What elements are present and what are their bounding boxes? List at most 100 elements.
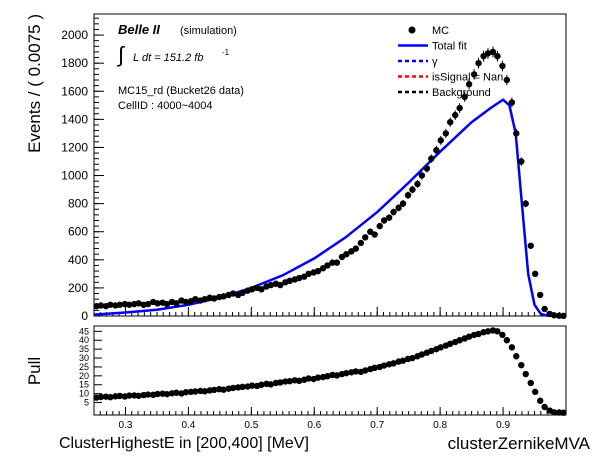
mc-point — [357, 239, 365, 247]
mc-point — [475, 59, 482, 67]
pull-point — [499, 331, 506, 339]
x-tick-label: 0.9 — [496, 420, 510, 431]
mc-point — [192, 295, 199, 303]
mc-point — [414, 180, 421, 188]
pull-point — [447, 340, 454, 347]
pull-axis-title: Pull — [25, 357, 44, 385]
pull-point — [201, 388, 208, 395]
pull-point — [494, 328, 501, 335]
mc-point — [513, 130, 520, 137]
y-tick-label: 600 — [68, 225, 88, 239]
pull-point — [503, 337, 511, 344]
y-tick-label: 2000 — [61, 28, 88, 42]
lumi-text: L dt = 151.2 fb — [133, 52, 203, 64]
pull-y-tick-label: 5 — [84, 398, 89, 408]
pull-point — [192, 388, 199, 395]
y-tick-label: 1000 — [61, 169, 88, 183]
mc-point — [258, 286, 265, 293]
total-fit-curve — [93, 98, 567, 318]
legend-label: MC — [432, 25, 449, 37]
x-axis-title: ClusterHighestE in [200,400] [MeV] — [59, 435, 309, 452]
mc-point — [267, 281, 275, 289]
mc-point — [423, 165, 431, 172]
simulation-tag: (simulation) — [180, 25, 237, 37]
mc-point — [531, 270, 539, 278]
experiment-label: Belle II — [118, 22, 160, 37]
pull-y-tick-label: 40 — [79, 335, 89, 345]
mc-point — [286, 277, 293, 285]
pull-point — [380, 362, 388, 369]
pull-point — [220, 386, 227, 393]
mc-point — [295, 274, 303, 282]
y-tick-label: 800 — [68, 197, 88, 211]
mc-point — [395, 204, 402, 212]
mc-point — [211, 295, 218, 302]
mc-point — [433, 147, 440, 154]
legend-label: Total fit — [432, 41, 467, 53]
pull-point — [154, 390, 161, 398]
pull-point — [239, 383, 246, 391]
pull-point — [305, 375, 312, 382]
mc-point — [376, 222, 383, 230]
pull-point — [560, 409, 567, 416]
mc-point — [305, 270, 312, 278]
pull-point — [267, 381, 275, 388]
x-tick-label: 0.5 — [244, 420, 258, 431]
pull-point — [343, 369, 350, 377]
mc-point — [248, 286, 256, 293]
mc-point — [144, 300, 152, 308]
mc-point — [352, 245, 360, 252]
pull-y-tick-label: 25 — [79, 362, 89, 372]
sample-line-1: MC15_rd (Bucket26 data) — [118, 85, 244, 97]
pull-point — [484, 328, 492, 335]
mc-point — [390, 208, 397, 216]
pull-point — [508, 344, 516, 351]
x-axis-title-variable: clusterZernikeMVA — [448, 434, 591, 453]
mc-point — [550, 312, 558, 319]
pull-point — [135, 392, 142, 399]
mc-point — [409, 186, 416, 193]
x-tick-label: 0.7 — [370, 420, 384, 431]
mc-point — [324, 262, 331, 269]
mc-point — [362, 234, 369, 241]
pull-y-tick-label: 20 — [79, 371, 89, 381]
mc-point — [508, 99, 516, 106]
pull-y-tick-label: 15 — [79, 380, 89, 390]
mc-point — [229, 290, 237, 297]
pull-point — [314, 374, 322, 381]
mc-point — [437, 137, 444, 144]
pull-point — [163, 390, 171, 398]
mc-point — [277, 281, 284, 289]
x-tick-label: 0.3 — [119, 420, 133, 431]
pull-plot-frame — [93, 325, 567, 416]
mc-point — [461, 93, 468, 101]
mc-point — [503, 76, 511, 84]
mc-points-layer — [93, 46, 567, 320]
x-tick-label: 0.6 — [307, 420, 321, 431]
pull-point — [518, 361, 525, 369]
mc-point — [418, 172, 426, 179]
pull-point — [371, 364, 378, 372]
mc-point — [518, 158, 525, 165]
legend-marker-mc — [408, 26, 416, 34]
pull-point — [418, 351, 426, 358]
main-y-axis: 0 200 400 600 800 1000 1200 1400 1600 1800 2000 — [61, 17, 104, 323]
y-tick-label: 200 — [68, 281, 88, 295]
mc-point — [201, 295, 208, 303]
pull-point — [362, 367, 369, 374]
mc-point — [126, 301, 133, 308]
pull-point — [126, 392, 133, 399]
y-tick-label: 1600 — [61, 84, 88, 98]
mc-point — [333, 259, 341, 266]
pull-point — [286, 377, 293, 385]
mc-point — [399, 200, 407, 207]
mc-point — [447, 118, 454, 126]
total-fit-layer — [93, 98, 567, 318]
pull-point — [475, 330, 482, 338]
pull-point — [522, 370, 529, 378]
main-x-axis — [99, 307, 561, 316]
mc-point — [97, 302, 105, 309]
pull-point — [456, 337, 463, 344]
pull-point — [531, 388, 539, 396]
mc-point — [442, 130, 449, 137]
